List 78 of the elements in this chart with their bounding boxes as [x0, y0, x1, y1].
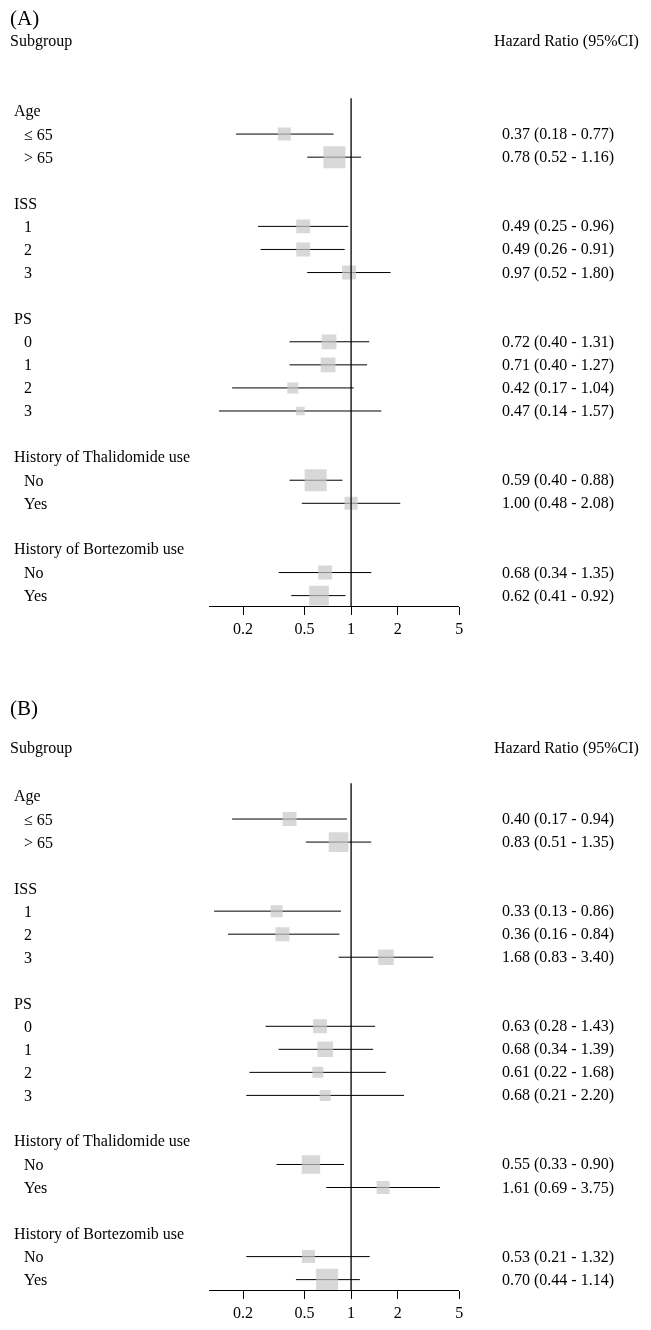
- data-label: 0.63 (0.28 - 1.43): [502, 1017, 614, 1035]
- x-tick-label: 0.2: [233, 620, 254, 638]
- data-label: 0.71 (0.40 - 1.27): [502, 356, 614, 374]
- x-tick-label: 0.5: [294, 1304, 315, 1322]
- data-label: 0.83 (0.51 - 1.35): [502, 833, 614, 851]
- category-label: 0: [24, 1018, 32, 1035]
- category-label: 1: [24, 903, 32, 920]
- category-label: No: [24, 1156, 44, 1173]
- category-label: 1: [24, 218, 32, 235]
- x-tick-label: 0.2: [233, 1304, 254, 1322]
- category-label: ≤ 65: [24, 126, 53, 143]
- category-label: History of Thalidomide use: [14, 1132, 191, 1149]
- data-label: 0.72 (0.40 - 1.31): [502, 333, 614, 351]
- category-label: 3: [24, 949, 32, 966]
- category-label: Yes: [24, 587, 48, 604]
- category-label: 3: [24, 402, 32, 419]
- category-label: Yes: [24, 1271, 48, 1288]
- data-label: 0.97 (0.52 - 1.80): [502, 264, 614, 282]
- category-label: 2: [24, 926, 32, 943]
- category-label: 3: [24, 1087, 32, 1104]
- category-label: 2: [24, 379, 32, 396]
- text: (A): [10, 6, 40, 30]
- category-label: ISS: [14, 880, 38, 897]
- category-label: Yes: [24, 1179, 48, 1196]
- data-label: 0.78 (0.52 - 1.16): [502, 148, 614, 166]
- category-label: ISS: [14, 195, 38, 212]
- text: (B): [10, 696, 38, 720]
- data-label: 0.49 (0.26 - 0.91): [502, 240, 614, 258]
- category-label: No: [24, 472, 44, 489]
- category-label: ≤ 65: [24, 811, 53, 828]
- x-tick-label: 1: [347, 620, 356, 638]
- category-label: No: [24, 1248, 44, 1265]
- text: Subgroup: [10, 739, 73, 757]
- data-label: 0.42 (0.17 - 1.04): [502, 379, 614, 397]
- data-label: 0.40 (0.17 - 0.94): [502, 810, 614, 828]
- category-label: Age: [14, 787, 41, 804]
- category-label: History of Bortezomib use: [14, 1225, 185, 1242]
- category-label: Yes: [24, 495, 48, 512]
- category-label: PS: [14, 995, 32, 1012]
- category-label: 2: [24, 1064, 32, 1081]
- category-label: 1: [24, 356, 32, 373]
- data-label: 0.68 (0.34 - 1.35): [502, 564, 614, 582]
- data-label: 0.68 (0.34 - 1.39): [502, 1040, 614, 1058]
- data-label: 0.62 (0.41 - 0.92): [502, 587, 614, 605]
- category-label: History of Thalidomide use: [14, 448, 191, 465]
- data-label: 0.47 (0.14 - 1.57): [502, 402, 614, 420]
- data-label: 0.55 (0.33 - 0.90): [502, 1155, 614, 1173]
- x-tick-label: 2: [393, 1304, 402, 1322]
- text: Hazard Ratio (95%CI): [494, 32, 639, 50]
- data-label: 0.53 (0.21 - 1.32): [502, 1248, 614, 1266]
- category-label: No: [24, 564, 44, 581]
- x-tick-label: 5: [455, 620, 464, 638]
- data-label: 0.68 (0.21 - 2.20): [502, 1086, 614, 1104]
- data-label: 0.36 (0.16 - 0.84): [502, 925, 614, 943]
- category-label: Age: [14, 102, 41, 119]
- data-label: 0.33 (0.13 - 0.86): [502, 902, 614, 920]
- data-label: 0.70 (0.44 - 1.14): [502, 1271, 614, 1289]
- data-label: 1.61 (0.69 - 3.75): [502, 1179, 614, 1197]
- category-label: 0: [24, 333, 32, 350]
- x-tick-label: 5: [455, 1304, 464, 1322]
- data-label: 0.49 (0.25 - 0.96): [502, 217, 614, 235]
- data-label: 0.59 (0.40 - 0.88): [502, 471, 614, 489]
- category-label: PS: [14, 310, 32, 327]
- category-label: 2: [24, 241, 32, 258]
- x-tick-label: 2: [393, 620, 402, 638]
- category-label: 1: [24, 1041, 32, 1058]
- category-label: 3: [24, 264, 32, 281]
- data-label: 1.68 (0.83 - 3.40): [502, 948, 614, 966]
- data-label: 0.61 (0.22 - 1.68): [502, 1063, 614, 1081]
- data-label: 1.00 (0.48 - 2.08): [502, 494, 614, 512]
- data-label: 0.37 (0.18 - 0.77): [502, 125, 614, 143]
- x-tick-label: 1: [347, 1304, 356, 1322]
- text: Subgroup: [10, 32, 73, 50]
- category-label: > 65: [24, 149, 54, 166]
- x-tick-label: 0.5: [294, 620, 315, 638]
- text: Hazard Ratio (95%CI): [494, 739, 639, 757]
- category-label: History of Bortezomib use: [14, 540, 185, 557]
- category-label: > 65: [24, 834, 54, 851]
